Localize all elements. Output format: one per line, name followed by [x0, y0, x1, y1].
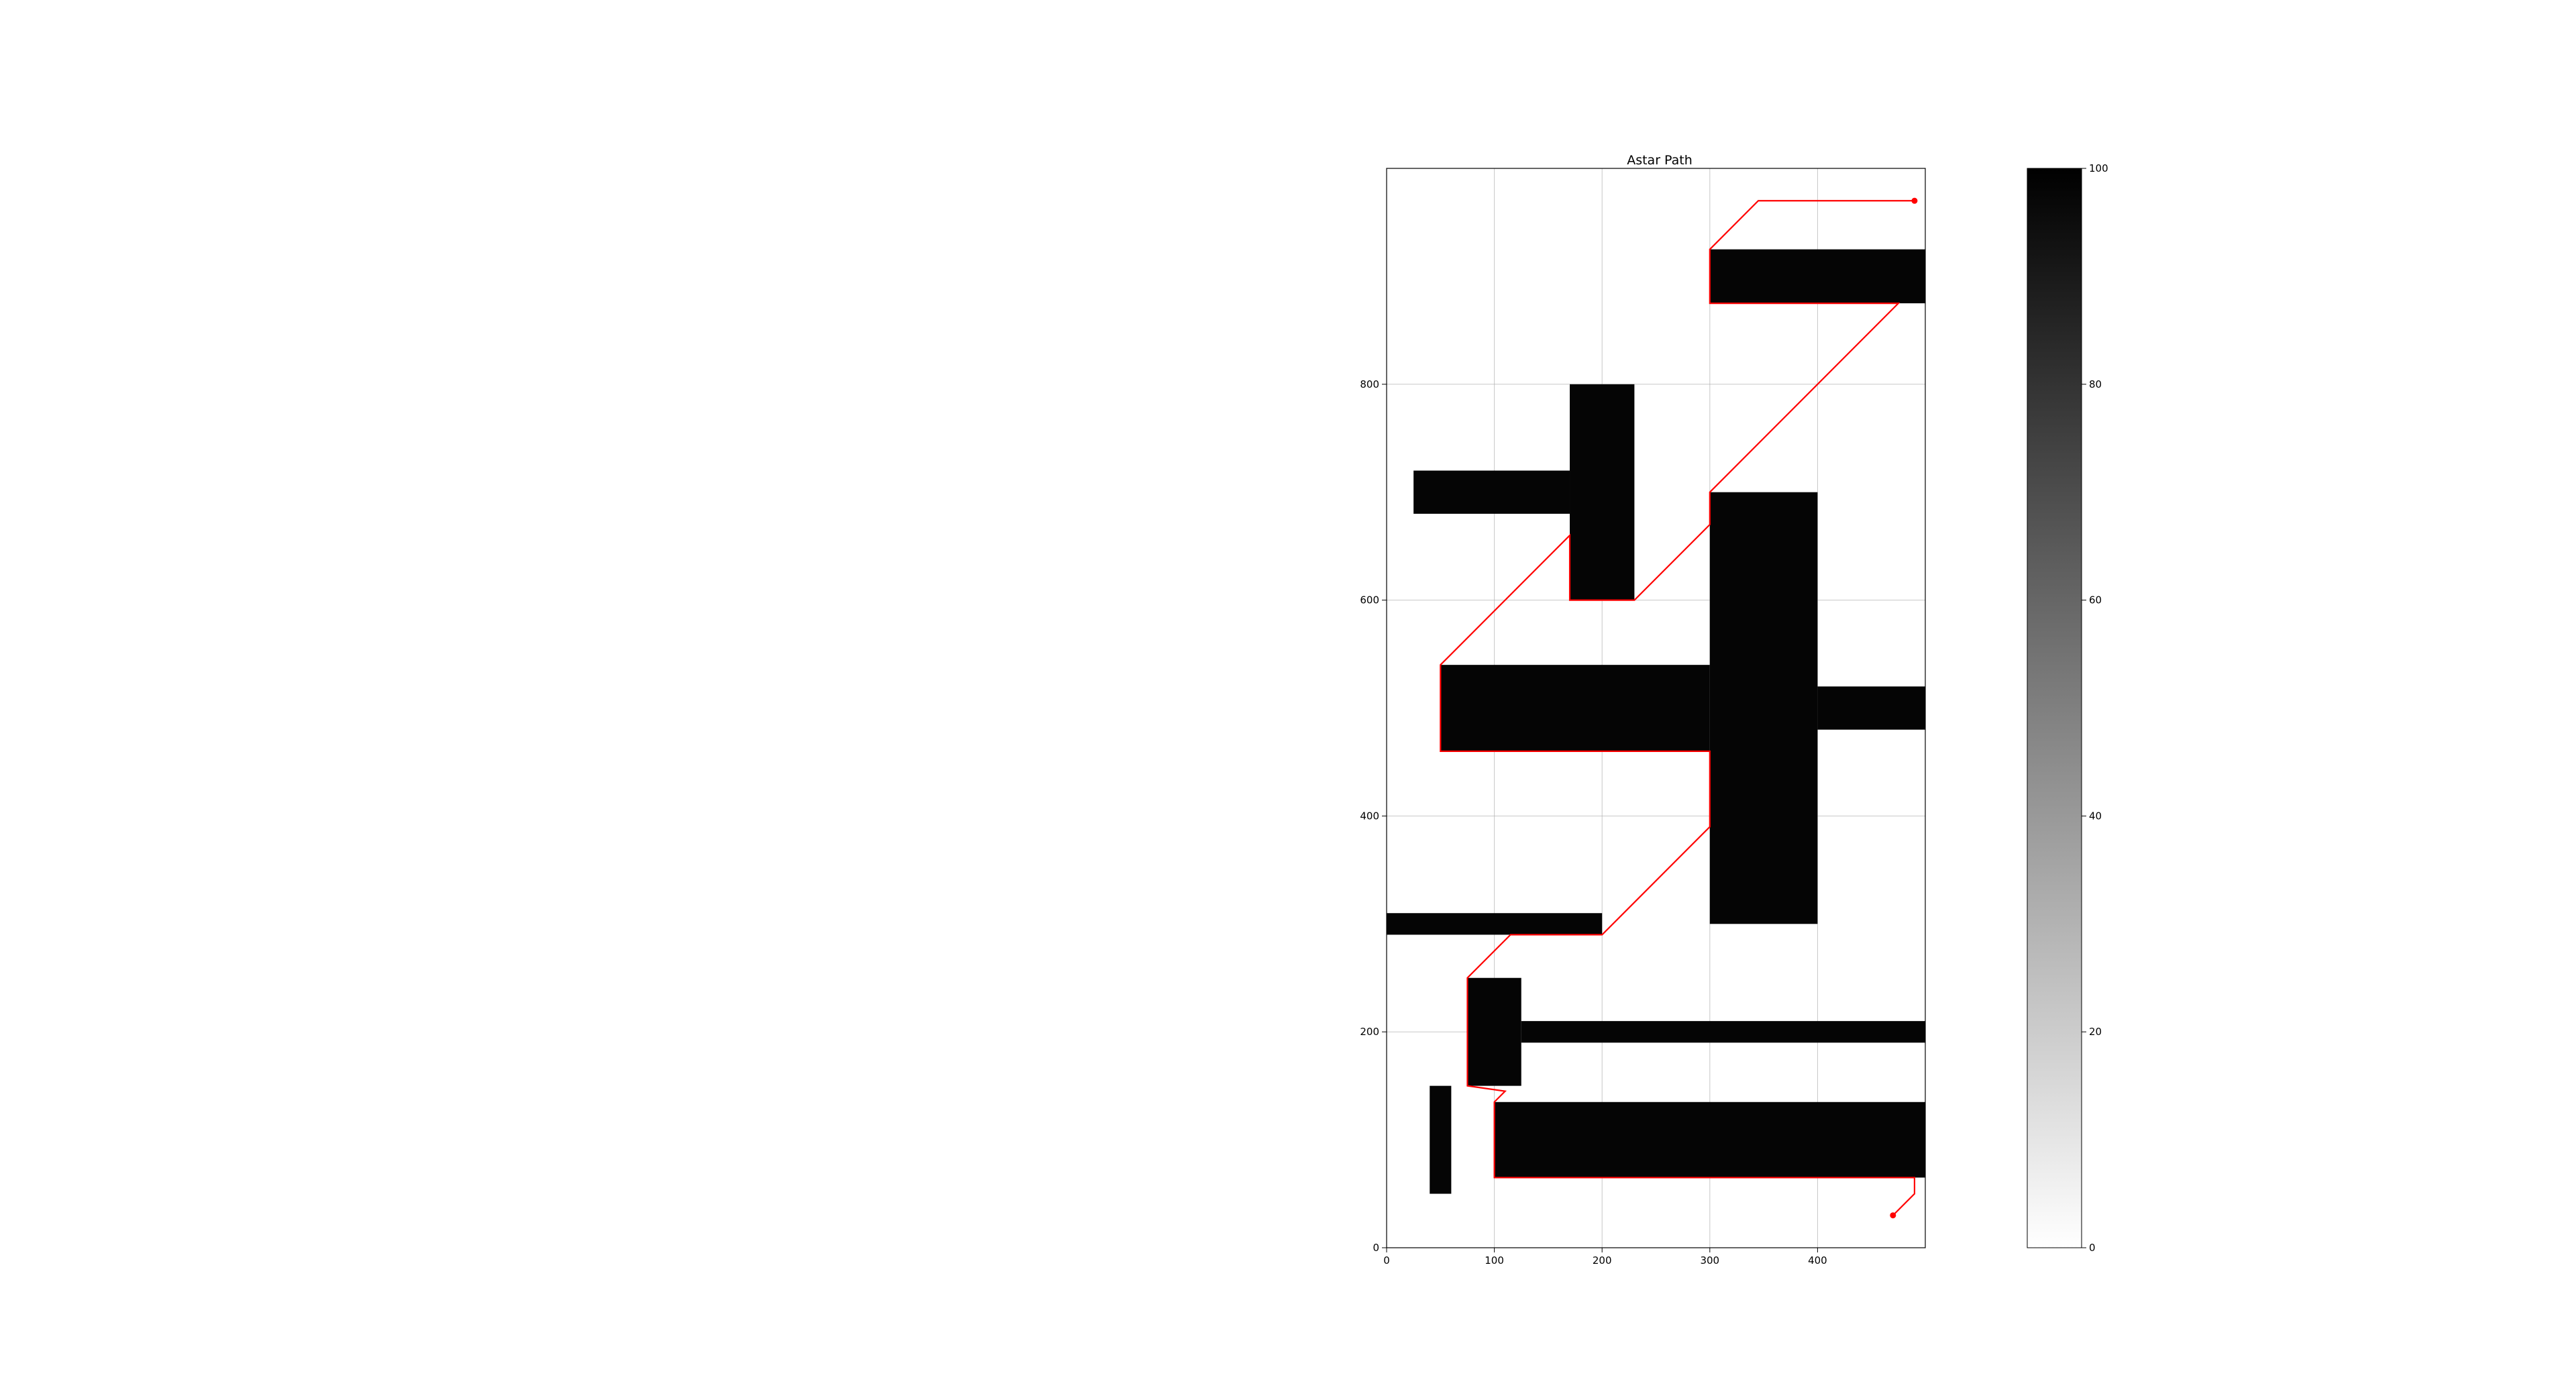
- colorbar-tick-label: 60: [2089, 594, 2102, 606]
- colorbar-tick-label: 80: [2089, 378, 2102, 390]
- start-point: [1890, 1212, 1896, 1219]
- chart-title: Astar Path: [1627, 153, 1693, 168]
- x-tick-label: 100: [1485, 1254, 1504, 1267]
- obstacle-cell: [1709, 492, 1818, 924]
- obstacle-cell: [1413, 470, 1570, 514]
- obstacle-cell: [1440, 665, 1710, 751]
- obstacle-cell: [1570, 384, 1635, 600]
- obstacle-cell: [1430, 1085, 1452, 1194]
- astar-path: [1440, 197, 1918, 1219]
- obstacle-map: [1387, 249, 1925, 1194]
- y-tick-label: 0: [1373, 1242, 1379, 1254]
- obstacle-cell: [1817, 686, 1925, 730]
- y-tick-label: 400: [1360, 810, 1379, 822]
- obstacle-cell: [1521, 1021, 1925, 1043]
- x-axis: 0 100 200 300 400: [1383, 1248, 1827, 1267]
- goal-point: [1911, 197, 1918, 204]
- x-tick-label: 400: [1808, 1254, 1827, 1267]
- y-tick-label: 800: [1360, 378, 1379, 390]
- colorbar: 0 20 40 60 80 100: [2027, 162, 2108, 1254]
- x-tick-label: 300: [1700, 1254, 1719, 1267]
- x-tick-label: 0: [1383, 1254, 1390, 1267]
- x-tick-label: 200: [1593, 1254, 1612, 1267]
- colorbar-tick-label: 20: [2089, 1026, 2102, 1038]
- obstacle-cell: [1387, 913, 1603, 935]
- obstacle-cell: [1709, 249, 1925, 304]
- obstacle-cell: [1494, 1101, 1925, 1178]
- colorbar-ticks: 0 20 40 60 80 100: [2082, 162, 2108, 1254]
- colorbar-tick-label: 40: [2089, 810, 2102, 822]
- y-tick-label: 200: [1360, 1026, 1379, 1038]
- plot-frame: [1386, 168, 1926, 1248]
- path-line: [1440, 200, 1916, 1216]
- y-tick-label: 600: [1360, 594, 1379, 606]
- plot-area: 0 100 200 300 400 0 200 400 600 800: [1360, 168, 1926, 1267]
- colorbar-tick-label: 0: [2089, 1242, 2096, 1254]
- colorbar-gradient: [2027, 168, 2082, 1248]
- obstacle-cell: [1467, 977, 1521, 1086]
- colorbar-tick-label: 100: [2089, 162, 2108, 174]
- y-axis: 0 200 400 600 800: [1360, 378, 1387, 1254]
